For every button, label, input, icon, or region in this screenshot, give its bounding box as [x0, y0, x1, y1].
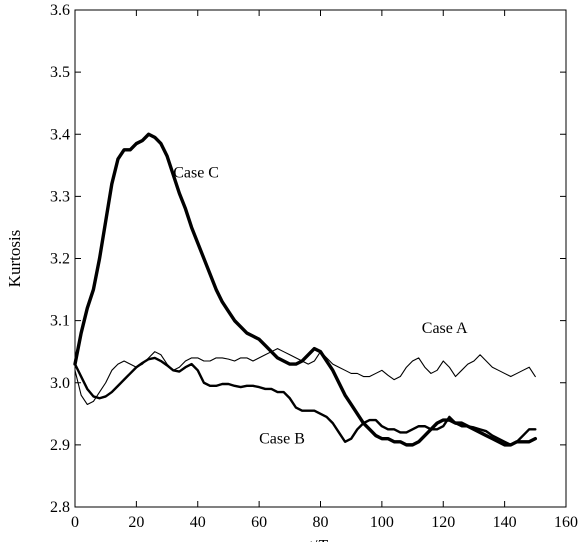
x-tick-label: 0 — [71, 514, 79, 531]
x-tick-label: 160 — [554, 514, 578, 531]
annotation-label: Case B — [259, 431, 305, 448]
series-layer — [73, 132, 538, 447]
x-ticks: 0 20 40 60 80 100 120 140 160 — [71, 10, 578, 531]
x-axis-label-t: t — [308, 536, 314, 542]
x-tick-label: 80 — [313, 514, 329, 531]
series-line-case-b — [73, 356, 537, 447]
x-axis-label-T: T — [318, 536, 329, 542]
y-tick-label: 3.1 — [50, 313, 70, 330]
y-tick-label: 3.6 — [50, 2, 70, 19]
x-tick-label: 140 — [493, 514, 517, 531]
plot-frame — [74, 9, 567, 508]
y-tick-label: 3.0 — [50, 375, 70, 392]
x-tick-label: 20 — [128, 514, 144, 531]
y-axis-label: Kurtosis — [5, 230, 24, 288]
y-ticks: 2.8 2.9 3.0 3.1 3.2 3.3 3.4 3.5 3.6 — [50, 2, 566, 516]
x-tick-label: 100 — [370, 514, 394, 531]
y-tick-label: 3.2 — [50, 251, 70, 268]
annotation-label: Case A — [422, 320, 468, 337]
y-tick-label: 3.3 — [50, 188, 70, 205]
annotation-label: Case C — [173, 165, 219, 182]
series-line-case-c — [73, 132, 538, 447]
x-tick-label: 40 — [190, 514, 206, 531]
y-tick-label: 3.5 — [50, 64, 70, 81]
x-axis-label: t/Tp — [308, 536, 333, 542]
plot-area: 0 20 40 60 80 100 120 140 160 2.8 2.9 3.0 3.1 3.2 3.3… — [50, 2, 578, 531]
y-tick-label: 3.4 — [50, 126, 70, 143]
series-line-case-a — [74, 348, 536, 406]
x-axis-label-sep: / — [313, 536, 318, 542]
x-tick-label: 120 — [431, 514, 455, 531]
y-tick-label: 2.9 — [50, 437, 70, 454]
x-tick-label: 60 — [251, 514, 267, 531]
y-tick-label: 2.8 — [50, 499, 70, 516]
annotations: Case C Case A Case B — [173, 165, 468, 448]
